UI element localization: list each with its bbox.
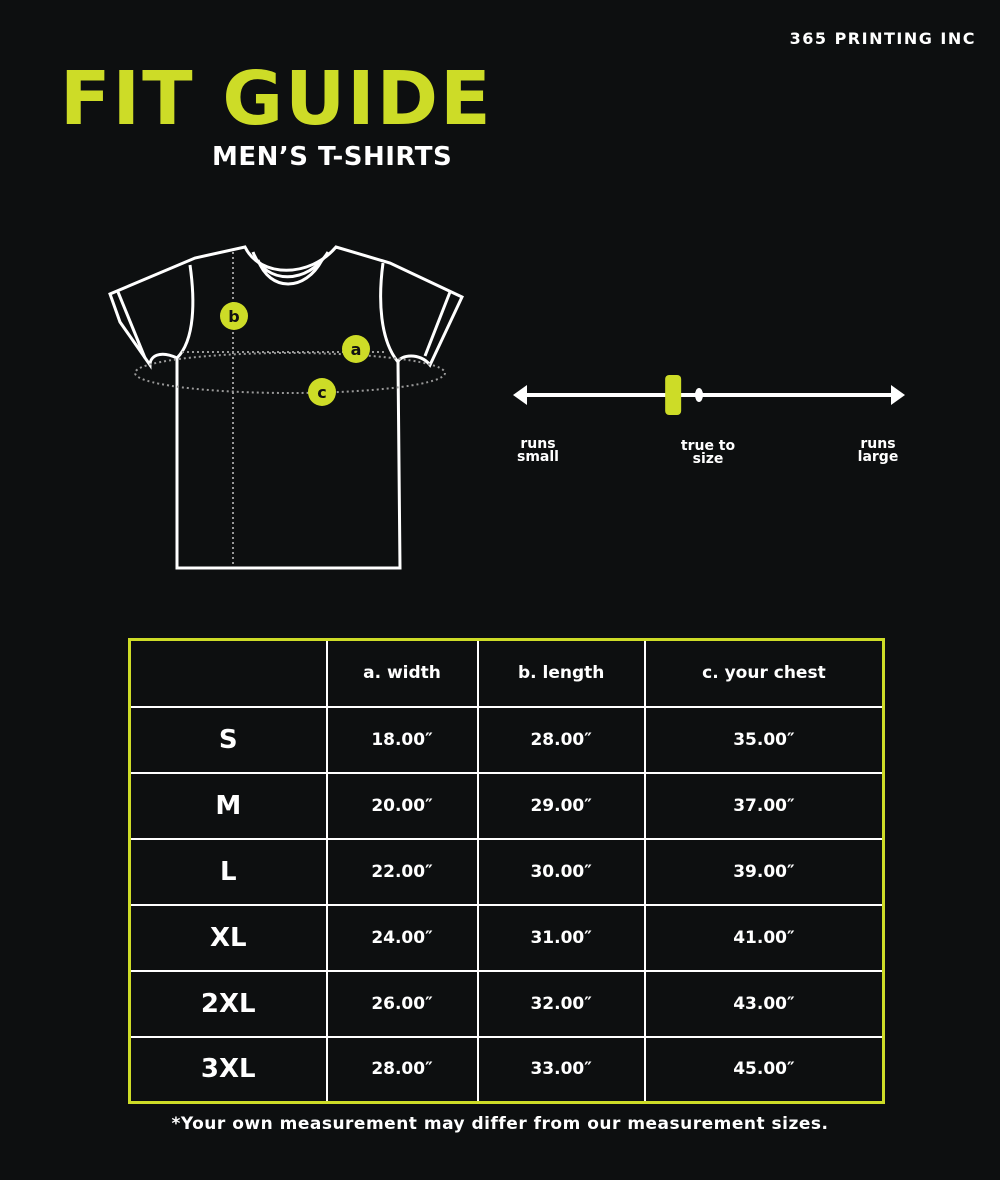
header-length: b. length — [476, 638, 646, 708]
tshirt-outline — [108, 245, 464, 570]
chest-cell: 43.00″ — [643, 969, 885, 1038]
width-cell: 24.00″ — [325, 903, 479, 972]
arrow-right-icon — [891, 385, 905, 405]
chest-measure-ellipse — [134, 352, 446, 394]
label-runs-large: runs large — [857, 436, 899, 465]
tshirt-diagram: b a c — [108, 245, 464, 570]
table-row: S 18.00″ 28.00″ 35.00″ — [128, 705, 885, 774]
width-cell: 20.00″ — [325, 771, 479, 840]
length-cell: 31.00″ — [476, 903, 646, 972]
size-table: a. width b. length c. your chest S 18.00″… — [128, 638, 885, 1104]
chest-cell: 35.00″ — [643, 705, 885, 774]
svg-text:b: b — [228, 307, 239, 326]
page-title: FIT GUIDE — [60, 56, 493, 142]
table-header-row: a. width b. length c. your chest — [128, 638, 885, 708]
arrow-left-icon — [513, 385, 527, 405]
length-cell: 33.00″ — [476, 1035, 646, 1104]
marker-b: b — [220, 302, 248, 330]
size-cell: S — [128, 705, 328, 774]
width-cell: 26.00″ — [325, 969, 479, 1038]
length-cell: 30.00″ — [476, 837, 646, 906]
length-cell: 28.00″ — [476, 705, 646, 774]
fit-scale — [513, 375, 905, 415]
page-subtitle: MEN’S T-SHIRTS — [212, 142, 453, 172]
marker-a: a — [342, 335, 370, 363]
svg-text:a: a — [351, 340, 362, 359]
chest-cell: 45.00″ — [643, 1035, 885, 1104]
chest-cell: 37.00″ — [643, 771, 885, 840]
width-cell: 18.00″ — [325, 705, 479, 774]
size-cell: L — [128, 837, 328, 906]
header-chest: c. your chest — [643, 638, 885, 708]
table-row: 2XL 26.00″ 32.00″ 43.00″ — [128, 969, 885, 1038]
footnote: *Your own measurement may differ from ou… — [171, 1114, 829, 1134]
fit-scale-center-tick — [695, 388, 703, 402]
svg-text:c: c — [317, 383, 326, 402]
header-size — [128, 638, 328, 708]
width-cell: 22.00″ — [325, 837, 479, 906]
label-true-to-size: true to size — [680, 438, 736, 467]
size-cell: XL — [128, 903, 328, 972]
marker-c: c — [308, 378, 336, 406]
fit-position-marker — [665, 375, 682, 415]
table-row: 3XL 28.00″ 33.00″ 45.00″ — [128, 1035, 885, 1104]
label-runs-small: runs small — [517, 436, 559, 465]
header-width: a. width — [325, 638, 479, 708]
chest-cell: 41.00″ — [643, 903, 885, 972]
size-cell: M — [128, 771, 328, 840]
table-row: M 20.00″ 29.00″ 37.00″ — [128, 771, 885, 840]
size-cell: 3XL — [128, 1035, 328, 1104]
width-cell: 28.00″ — [325, 1035, 479, 1104]
length-cell: 29.00″ — [476, 771, 646, 840]
length-cell: 32.00″ — [476, 969, 646, 1038]
size-cell: 2XL — [128, 969, 328, 1038]
brand-name: 365 PRINTING INC — [789, 29, 976, 48]
table-row: XL 24.00″ 31.00″ 41.00″ — [128, 903, 885, 972]
table-row: L 22.00″ 30.00″ 39.00″ — [128, 837, 885, 906]
chest-cell: 39.00″ — [643, 837, 885, 906]
